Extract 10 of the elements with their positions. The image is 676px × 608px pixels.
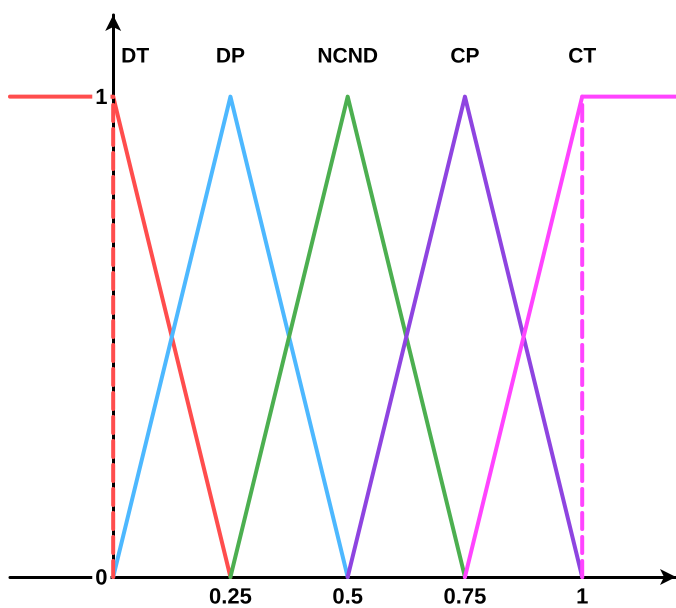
x-tick-label: 0.75 <box>444 584 486 608</box>
series-label: CT <box>568 44 596 68</box>
series-label: CP <box>450 44 480 68</box>
x-tick-label: 0.5 <box>332 584 363 608</box>
y-tick-label: 0 <box>95 564 108 590</box>
x-tick-label: 0.25 <box>209 584 252 608</box>
series-label: DP <box>216 44 246 68</box>
series-label: NCND <box>317 44 378 68</box>
series-label: DT <box>121 44 150 68</box>
x-tick-label: 1 <box>576 584 588 608</box>
